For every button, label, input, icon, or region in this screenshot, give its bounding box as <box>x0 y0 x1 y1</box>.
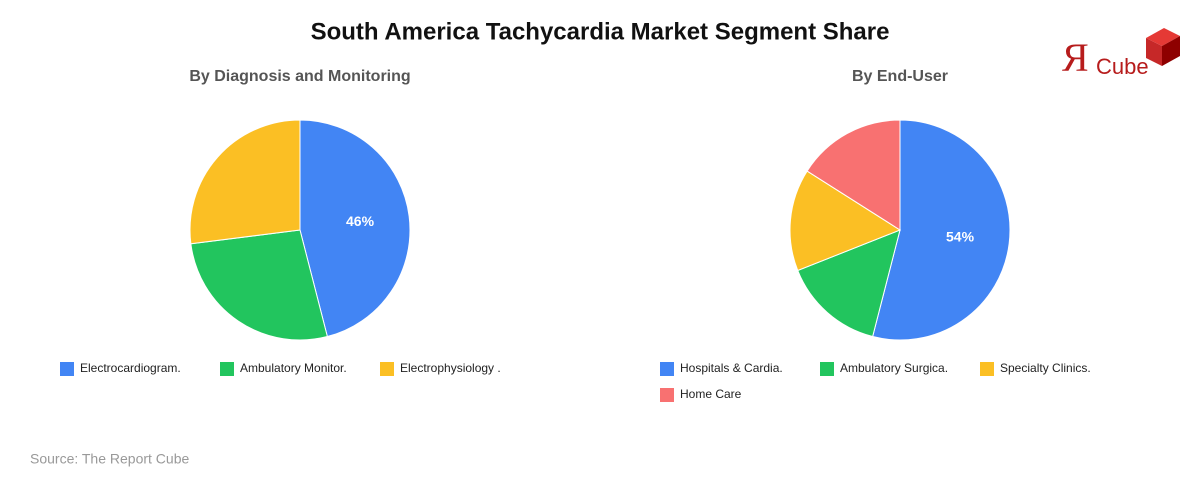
logo-cube-right <box>1162 36 1180 66</box>
legend-swatch <box>980 362 994 376</box>
logo-text: Cube <box>1096 54 1149 79</box>
pie-slice <box>189 119 301 245</box>
legend-swatch <box>220 362 234 376</box>
logo-cube-top <box>1146 28 1180 46</box>
page-title: South America Tachycardia Market Segment… <box>311 18 890 45</box>
chart-subtitle: By End-User <box>852 68 948 85</box>
logo-mark: Я <box>1062 35 1089 80</box>
logo: Я Cube <box>1062 28 1180 80</box>
legend-label: Specialty Clinics. <box>1000 361 1091 375</box>
pie-slice <box>797 229 901 338</box>
pie-slice <box>806 119 901 231</box>
legend-swatch <box>60 362 74 376</box>
legend-swatch <box>820 362 834 376</box>
legend-label: Ambulatory Surgica. <box>840 361 948 375</box>
legend-swatch <box>660 362 674 376</box>
chart-subtitle: By Diagnosis and Monitoring <box>189 68 410 85</box>
legend-label: Electrocardiogram. <box>80 361 181 375</box>
pie-slice <box>190 229 328 341</box>
data-label: 54% <box>946 228 975 244</box>
legend-label: Electrophysiology . <box>400 361 501 375</box>
pie-slice <box>789 170 902 272</box>
legend-label: Ambulatory Monitor. <box>240 361 347 375</box>
data-label: 46% <box>346 213 375 229</box>
legend-label: Home Care <box>680 387 742 401</box>
legend-label: Hospitals & Cardia. <box>680 361 783 375</box>
legend-swatch <box>660 388 674 402</box>
legend-swatch <box>380 362 394 376</box>
pie-slice <box>299 119 411 338</box>
pie-slice <box>872 119 1011 341</box>
logo-cube-left <box>1146 38 1162 66</box>
source: Source: The Report Cube <box>30 451 189 467</box>
